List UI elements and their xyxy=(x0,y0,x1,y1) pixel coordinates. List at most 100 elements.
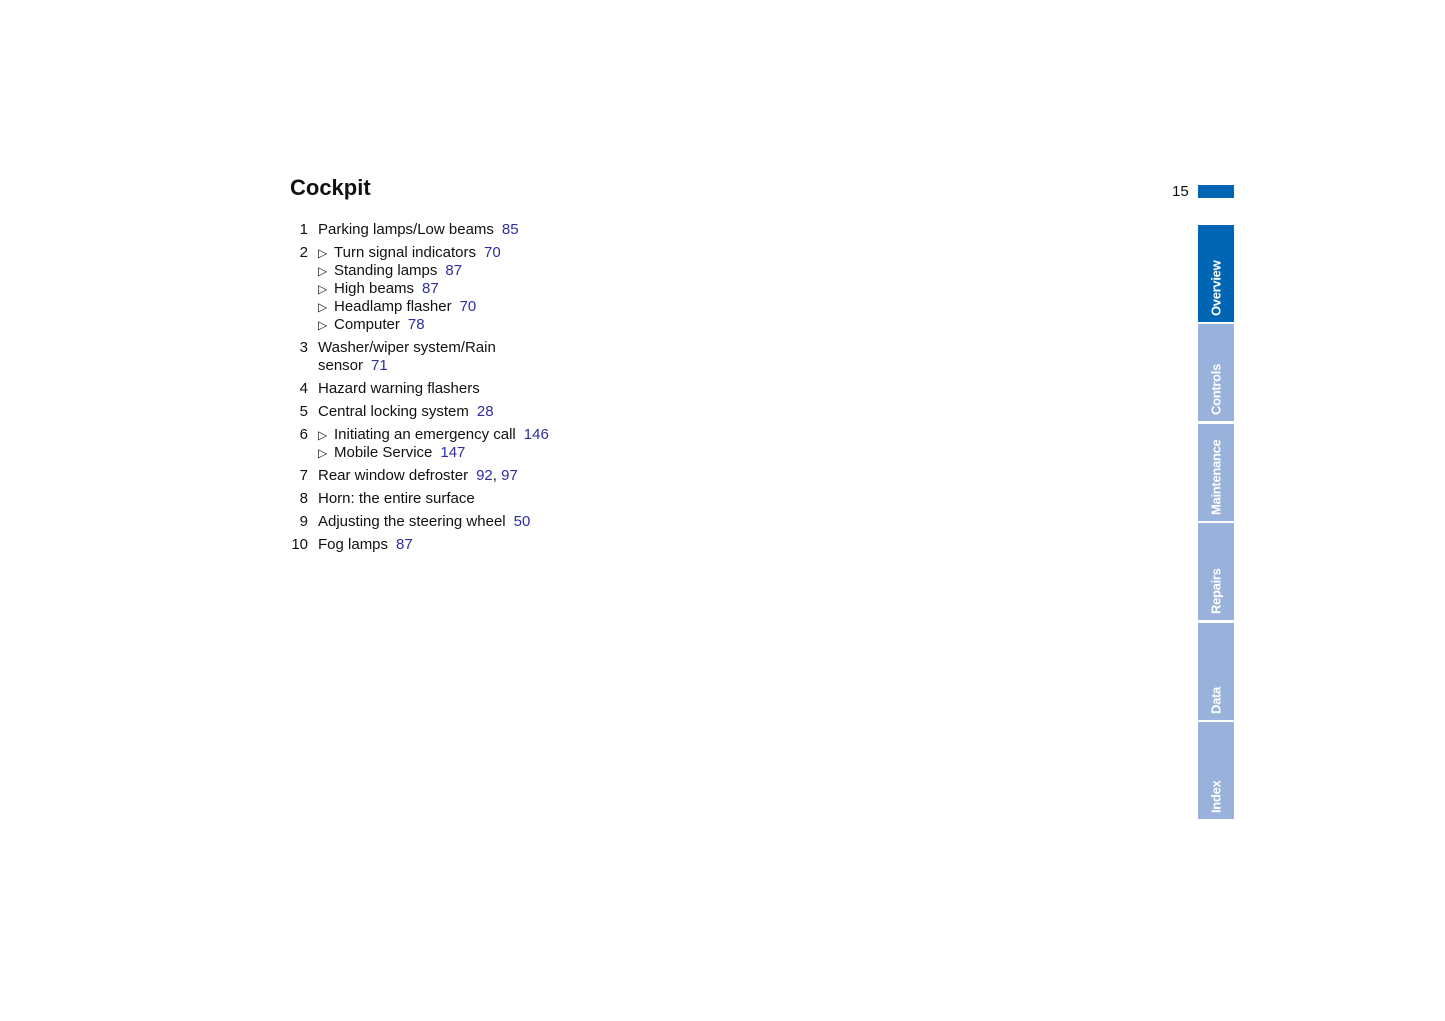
tab-label: Overview xyxy=(1208,260,1224,316)
item-text: Rear window defroster xyxy=(318,467,469,484)
page-reference-link[interactable]: 87 xyxy=(422,280,439,297)
page-number: 15 xyxy=(1172,183,1189,200)
item-line: Washer/wiper system/Rain xyxy=(318,339,496,357)
item-body: Washer/wiper system/Rain sensor 71 xyxy=(318,339,496,375)
item-body: Fog lamps 87 xyxy=(318,536,413,554)
section-tabs: Overview Controls Maintenance Repairs Data In… xyxy=(1198,225,1234,821)
page-reference-link[interactable]: 78 xyxy=(407,316,425,333)
list-item: 4 Hazard warning flashers xyxy=(288,380,688,398)
page-reference-link[interactable]: 87 xyxy=(396,536,413,553)
item-number: 6 xyxy=(299,426,308,443)
list-item: 2 ▷ Turn signal indicators 70 ▷ Standing lamp… xyxy=(288,244,688,334)
tab-index[interactable]: Index xyxy=(1198,721,1234,819)
item-text: Parking lamps/Low beams xyxy=(318,221,494,238)
page-reference-link[interactable]: 85 xyxy=(501,221,519,238)
page-reference-link[interactable]: 87 xyxy=(445,262,463,279)
item-text: Initiating an emergency call xyxy=(334,426,516,443)
item-text: sensor xyxy=(318,357,364,374)
list-item: 1 Parking lamps/Low beams 85 xyxy=(288,221,688,239)
item-text: Headlamp flasher xyxy=(334,298,452,315)
triangle-bullet-icon: ▷ xyxy=(318,264,328,278)
item-number: 10 xyxy=(291,536,308,553)
list-item: 6 ▷ Initiating an emergency call 146 ▷ Mobile… xyxy=(288,426,688,462)
item-text: Adjusting the steering wheel xyxy=(318,513,506,530)
item-line: Fog lamps 87 xyxy=(318,536,413,554)
item-line: sensor 71 xyxy=(318,357,496,375)
item-body: Horn: the entire surface xyxy=(318,490,475,508)
item-line: ▷ Standing lamps 87 xyxy=(318,262,501,280)
tab-overview[interactable]: Overview xyxy=(1198,225,1234,322)
cockpit-legend-list: 1 Parking lamps/Low beams 85 2 ▷ Turn signal … xyxy=(288,221,688,559)
item-body: Central locking system 28 xyxy=(318,403,494,421)
item-text: Mobile Service xyxy=(334,444,433,461)
triangle-bullet-icon: ▷ xyxy=(318,300,328,314)
item-number: 5 xyxy=(299,403,308,420)
tab-maintenance[interactable]: Maintenance xyxy=(1198,423,1234,521)
item-text: Standing lamps xyxy=(334,262,438,279)
page-reference-link[interactable]: 146 xyxy=(523,426,549,443)
item-line: ▷ Turn signal indicators 70 xyxy=(318,244,501,262)
page-marker-bar xyxy=(1198,185,1234,198)
tab-label: Repairs xyxy=(1208,568,1224,615)
item-line: Horn: the entire surface xyxy=(318,490,475,508)
item-line: Rear window defroster 92, 97 xyxy=(318,467,518,485)
tab-controls[interactable]: Controls xyxy=(1198,324,1234,422)
list-item: 10 Fog lamps 87 xyxy=(288,536,688,554)
item-line: Parking lamps/Low beams 85 xyxy=(318,221,519,239)
item-line: ▷ Headlamp flasher 70 xyxy=(318,298,501,316)
list-item: 9 Adjusting the steering wheel 50 xyxy=(288,513,688,531)
page-reference-link[interactable]: 147 xyxy=(440,444,466,461)
item-line: Hazard warning flashers xyxy=(318,380,480,398)
item-body: Hazard warning flashers xyxy=(318,380,480,398)
item-number: 3 xyxy=(299,339,308,356)
item-number: 4 xyxy=(299,380,308,397)
tab-data[interactable]: Data xyxy=(1198,622,1234,720)
item-text: Computer xyxy=(334,316,400,333)
item-body: ▷ Turn signal indicators 70 ▷ Standing lamps… xyxy=(318,244,501,334)
triangle-bullet-icon: ▷ xyxy=(318,318,328,332)
list-item: 3 Washer/wiper system/Rain sensor 71 xyxy=(288,339,688,375)
item-line: ▷ Initiating an emergency call 146 xyxy=(318,426,549,444)
separator: , xyxy=(492,467,502,484)
item-body: Parking lamps/Low beams 85 xyxy=(318,221,519,239)
triangle-bullet-icon: ▷ xyxy=(318,282,328,296)
item-line: ▷ Computer 78 xyxy=(318,316,501,334)
list-item: 8 Horn: the entire surface xyxy=(288,490,688,508)
item-body: Rear window defroster 92, 97 xyxy=(318,467,518,485)
page-reference-link[interactable]: 71 xyxy=(371,357,388,374)
item-line: ▷ High beams 87 xyxy=(318,280,501,298)
tab-label: Data xyxy=(1208,686,1224,714)
triangle-bullet-icon: ▷ xyxy=(318,428,328,442)
triangle-bullet-icon: ▷ xyxy=(318,446,328,460)
page-reference-link[interactable]: 28 xyxy=(476,403,494,420)
item-number: 2 xyxy=(299,244,308,261)
item-line: Central locking system 28 xyxy=(318,403,494,421)
item-line: Adjusting the steering wheel 50 xyxy=(318,513,530,531)
page-reference-link[interactable]: 92 xyxy=(476,467,493,484)
tab-label: Maintenance xyxy=(1208,439,1224,515)
tab-repairs[interactable]: Repairs xyxy=(1198,523,1234,621)
page-reference-link[interactable]: 70 xyxy=(484,244,501,261)
item-text: Hazard warning flashers xyxy=(318,380,480,397)
page-reference-link[interactable]: 97 xyxy=(501,467,518,484)
triangle-bullet-icon: ▷ xyxy=(318,246,328,260)
item-line: ▷ Mobile Service 147 xyxy=(318,444,549,462)
item-body: Adjusting the steering wheel 50 xyxy=(318,513,530,531)
item-text: Washer/wiper system/Rain xyxy=(318,339,496,356)
tab-label: Controls xyxy=(1208,364,1224,416)
item-number: 1 xyxy=(299,221,308,238)
list-item: 5 Central locking system 28 xyxy=(288,403,688,421)
page-title: Cockpit xyxy=(290,175,371,200)
list-item: 7 Rear window defroster 92, 97 xyxy=(288,467,688,485)
item-text: Turn signal indicators xyxy=(334,244,477,261)
item-body: ▷ Initiating an emergency call 146 ▷ Mobile … xyxy=(318,426,549,462)
page-reference-link[interactable]: 50 xyxy=(513,513,531,530)
item-number: 7 xyxy=(299,467,308,484)
item-text: Central locking system xyxy=(318,403,469,420)
item-text: Fog lamps xyxy=(318,536,389,553)
item-number: 8 xyxy=(299,490,308,507)
page-reference-link[interactable]: 70 xyxy=(459,298,477,315)
item-text: High beams xyxy=(334,280,415,297)
item-number: 9 xyxy=(299,513,308,530)
